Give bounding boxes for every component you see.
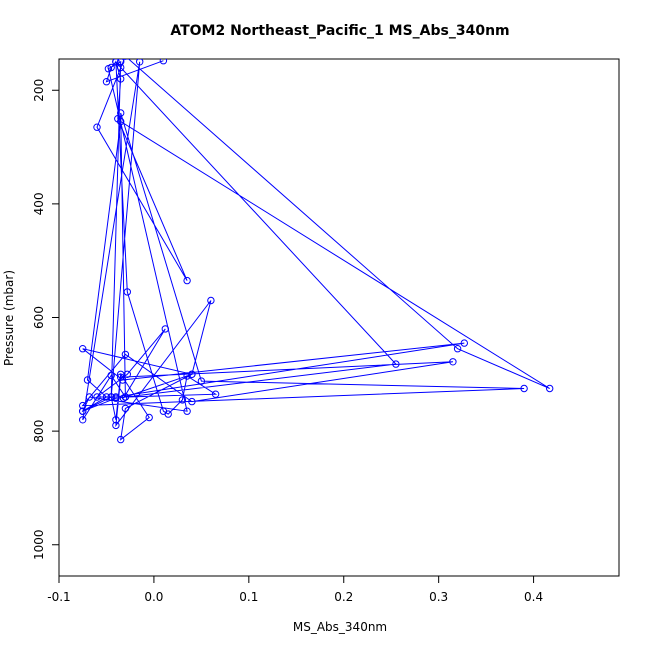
data-point (119, 394, 128, 402)
y-tick-label: 400 (32, 192, 46, 215)
data-point (93, 123, 101, 131)
data-point (121, 393, 130, 401)
data-point (121, 404, 130, 413)
data-point (107, 371, 115, 380)
data-point (188, 370, 196, 378)
series-line (81, 59, 550, 441)
data-point (207, 296, 215, 305)
data-point (123, 370, 132, 378)
x-tick-label: 0.4 (524, 590, 543, 604)
data-point (102, 393, 111, 401)
data-point (93, 393, 101, 401)
x-axis-label: MS_Abs_340nm (293, 620, 387, 634)
data-point (211, 390, 220, 398)
y-tick-label: 1000 (32, 529, 46, 560)
data-point (107, 393, 115, 401)
data-point (118, 376, 127, 384)
data-point (117, 435, 125, 444)
y-tick-label: 800 (32, 420, 46, 443)
data-point (112, 416, 120, 424)
data-point (85, 393, 94, 401)
x-tick-label: 0.0 (144, 590, 163, 604)
x-tick-label: 0.2 (334, 590, 353, 604)
data-point (112, 393, 120, 401)
data-point (392, 360, 400, 368)
data-point (161, 325, 170, 333)
data-point (83, 376, 92, 384)
y-tick-label: 200 (32, 79, 46, 102)
data-point (122, 59, 128, 60)
data-point (136, 59, 144, 66)
y-tick-label: 600 (32, 306, 46, 329)
data-point (104, 65, 113, 73)
data-point (453, 345, 462, 353)
data-point (460, 339, 468, 347)
data-point (112, 421, 120, 430)
x-axis: -0.1 0.0 0.1 0.2 0.3 0.4 (47, 575, 543, 604)
x-tick-label: -0.1 (47, 590, 70, 604)
data-point (520, 384, 528, 393)
data-point (117, 59, 125, 66)
data-point (112, 59, 120, 66)
data-point (79, 345, 87, 353)
data-point (183, 372, 191, 380)
x-tick-label: 0.3 (429, 590, 448, 604)
data-point (117, 117, 125, 126)
data-point (117, 75, 125, 83)
data-point (121, 350, 130, 359)
data-point (178, 396, 187, 404)
data-point (79, 407, 87, 415)
data-point (117, 109, 125, 117)
y-axis: 200 400 600 800 1000 (32, 79, 60, 560)
data-point (546, 384, 554, 393)
x-tick-label: 0.1 (239, 590, 258, 604)
data-point (183, 407, 191, 415)
data-point (117, 63, 125, 72)
data-point (79, 416, 87, 424)
data-point (102, 78, 111, 86)
data-point (123, 288, 132, 296)
data-point (164, 410, 172, 418)
data-point (79, 401, 87, 410)
data-point (159, 59, 168, 65)
chart-title: ATOM2 Northeast_Pacific_1 MS_Abs_340nm (170, 23, 509, 39)
data-point (197, 377, 206, 385)
y-axis-label: Pressure (mbar) (2, 270, 16, 366)
series-layer (79, 59, 554, 444)
data-point (145, 413, 153, 422)
data-point (188, 397, 196, 406)
data-point (183, 276, 191, 285)
data-point (449, 358, 457, 366)
